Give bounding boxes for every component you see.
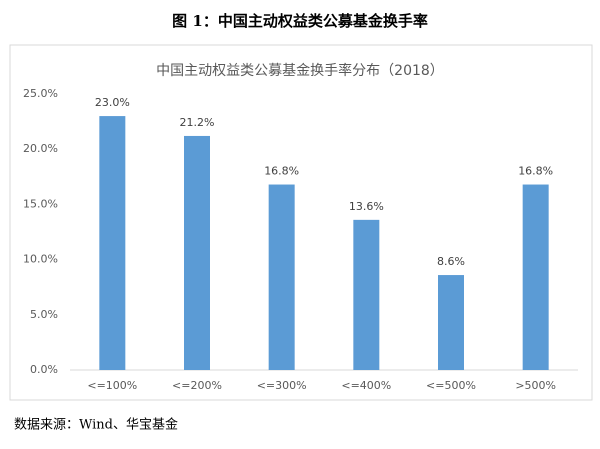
value-label: 16.8%	[518, 165, 553, 178]
y-tick-label: 5.0%	[30, 308, 58, 321]
x-tick-label: >500%	[515, 379, 556, 392]
y-tick-label: 15.0%	[23, 197, 58, 210]
y-tick-label: 0.0%	[30, 363, 58, 376]
source-note: 数据来源：Wind、华宝基金	[14, 417, 178, 433]
bar	[184, 135, 210, 370]
y-tick-label: 25.0%	[23, 87, 58, 100]
figure-caption: 图 1：中国主动权益类公募基金换手率	[172, 12, 428, 30]
x-tick-label: <=300%	[257, 379, 307, 392]
value-label: 21.2%	[180, 116, 215, 129]
value-label: 8.6%	[437, 255, 465, 268]
bar	[353, 219, 380, 370]
bar	[522, 184, 549, 370]
y-tick-label: 20.0%	[23, 142, 58, 155]
x-tick-label: <=100%	[87, 379, 137, 392]
value-label: 23.0%	[95, 96, 130, 109]
x-tick-label: <=200%	[172, 379, 222, 392]
chart-title: 中国主动权益类公募基金换手率分布（2018）	[156, 62, 444, 79]
bar	[268, 184, 295, 370]
x-tick-label: <=500%	[426, 379, 476, 392]
bar	[99, 116, 126, 370]
bar	[438, 275, 464, 370]
y-tick-label: 10.0%	[23, 253, 58, 266]
value-label: 13.6%	[349, 200, 384, 213]
x-tick-label: <=400%	[341, 379, 391, 392]
value-label: 16.8%	[264, 165, 299, 178]
